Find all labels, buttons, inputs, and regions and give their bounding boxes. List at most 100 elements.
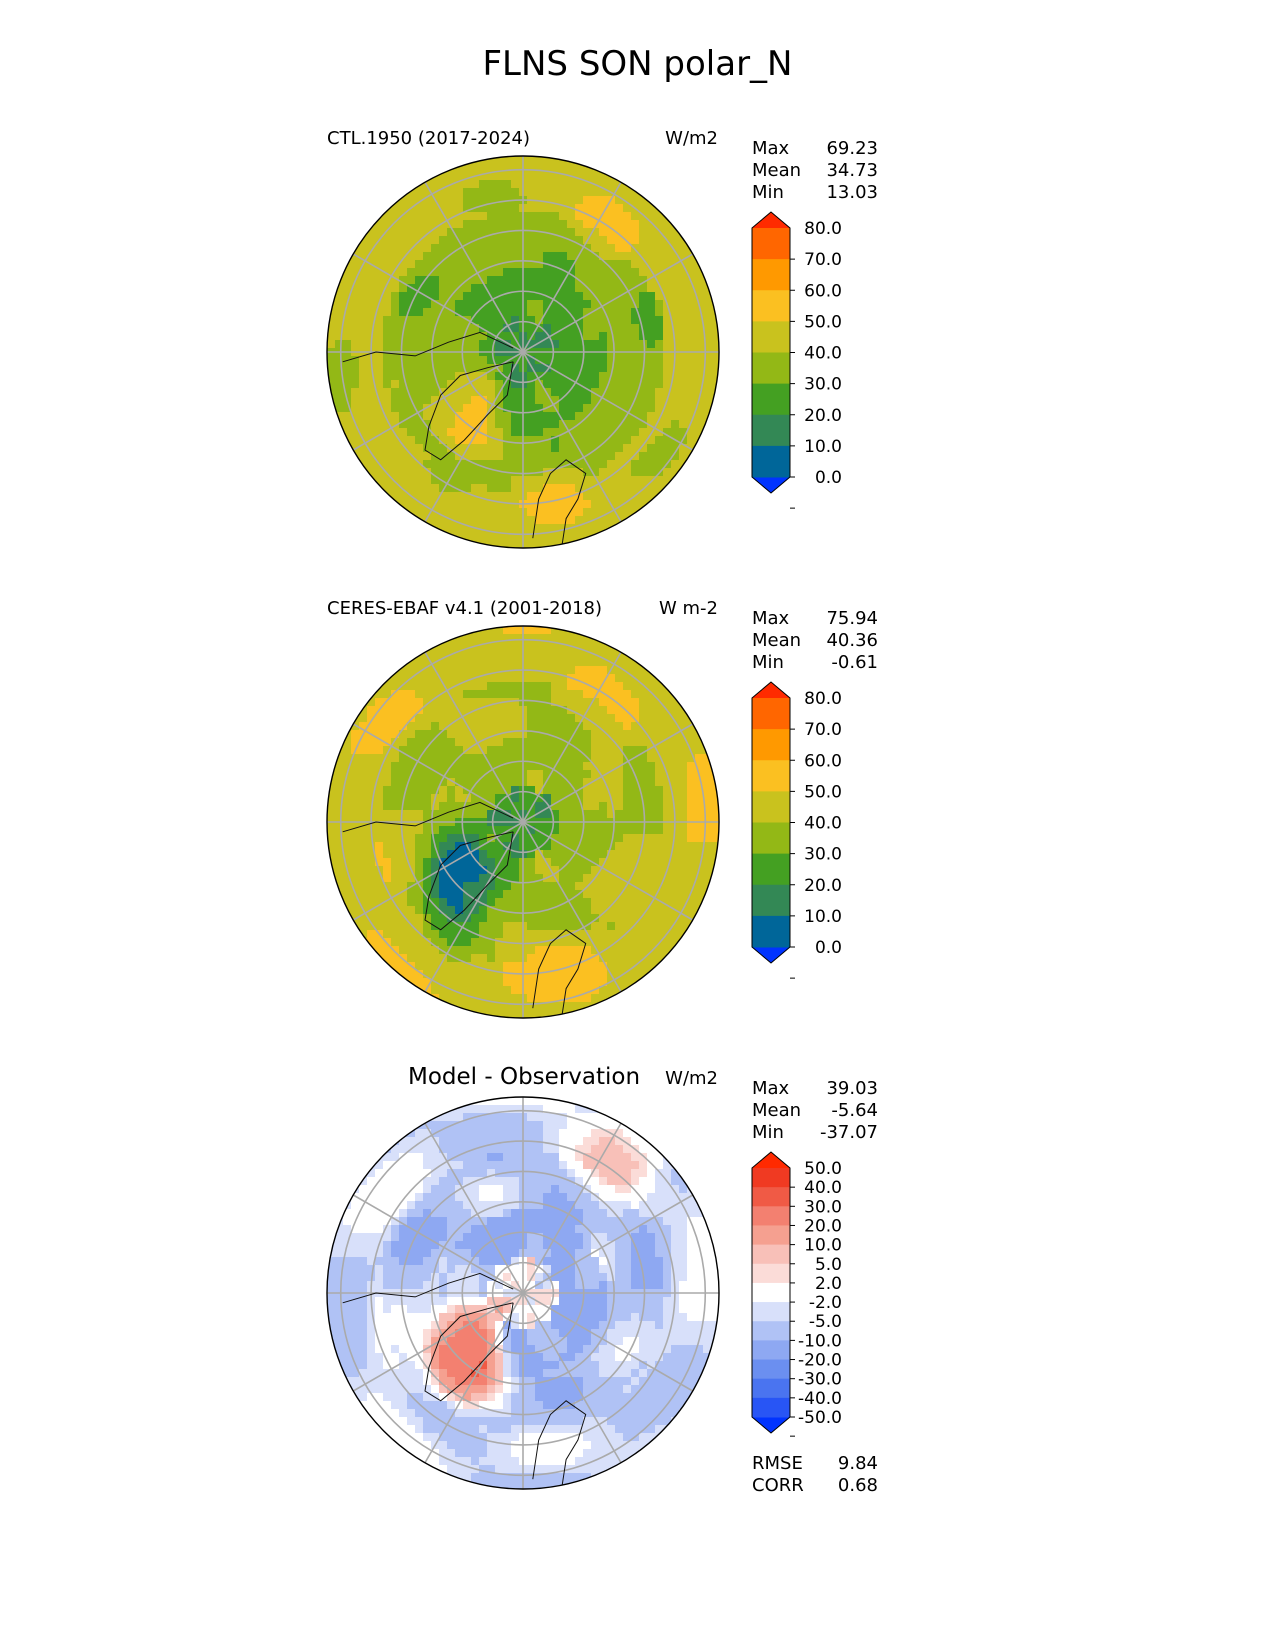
field-cell [447, 508, 456, 517]
field-cell [455, 260, 464, 269]
field-cell [559, 930, 568, 939]
colorbar-tick-label: 20.0 [804, 876, 842, 896]
field-cell [471, 634, 480, 643]
field-cell [647, 484, 656, 493]
field-cell [631, 786, 640, 795]
field-cell [399, 874, 408, 883]
field-cell [687, 722, 696, 731]
field-cell [663, 890, 672, 899]
field-cell [439, 898, 448, 907]
field-cell [327, 802, 336, 811]
field-cell [607, 1201, 616, 1210]
field-cell [351, 436, 360, 445]
field-cell [607, 1145, 616, 1154]
field-cell [503, 754, 512, 763]
field-cell [647, 364, 656, 373]
field-cell [551, 508, 560, 517]
field-cell [359, 1257, 368, 1266]
field-cell [551, 866, 560, 875]
field-cell [599, 1209, 608, 1218]
field-cell [343, 858, 352, 867]
field-cell [479, 754, 488, 763]
field-cell [551, 428, 560, 437]
field-cell [623, 228, 632, 237]
field-cell [631, 970, 640, 979]
field-cell [599, 236, 608, 245]
field-cell [655, 786, 664, 795]
field-cell [423, 946, 432, 955]
field-cell [447, 452, 456, 461]
field-cell [399, 930, 408, 939]
field-cell [463, 1153, 472, 1162]
field-cell [495, 1193, 504, 1202]
field-cell [439, 1129, 448, 1138]
field-cell [607, 252, 616, 261]
field-cell [663, 794, 672, 803]
field-cell [471, 946, 480, 955]
field-cell [559, 300, 568, 309]
field-cell [503, 1209, 512, 1218]
field-cell [359, 762, 368, 771]
field-cell [623, 1169, 632, 1178]
field-cell [487, 332, 496, 341]
field-cell [399, 674, 408, 683]
field-cell [511, 986, 520, 995]
field-cell [583, 372, 592, 381]
field-cell [647, 842, 656, 851]
field-cell [439, 236, 448, 245]
field-cell [439, 970, 448, 979]
field-cell [647, 452, 656, 461]
field-cell [575, 1185, 584, 1194]
field-cell [351, 412, 360, 421]
colorbar-tick-label: 60.0 [804, 751, 842, 771]
field-cell [399, 762, 408, 771]
field-cell [647, 412, 656, 421]
field-cell [511, 364, 520, 373]
field-cell [607, 962, 616, 971]
field-cell [559, 986, 568, 995]
field-cell [367, 866, 376, 875]
field-cell [527, 484, 536, 493]
field-cell [367, 874, 376, 883]
field-cell [623, 802, 632, 811]
field-cell [391, 220, 400, 229]
field-cell [431, 436, 440, 445]
field-cell [471, 284, 480, 293]
field-cell [383, 1161, 392, 1170]
field-cell [551, 444, 560, 453]
field-cell [447, 340, 456, 349]
field-cell [463, 1137, 472, 1146]
field-cell [415, 228, 424, 237]
field-cell [415, 938, 424, 947]
field-cell [559, 802, 568, 811]
field-cell [447, 1113, 456, 1122]
field-cell [391, 468, 400, 477]
field-cell [343, 1217, 352, 1226]
field-cell [431, 364, 440, 373]
field-cell [455, 1249, 464, 1258]
field-cell [487, 468, 496, 477]
field-cell [663, 1233, 672, 1242]
field-cell [575, 930, 584, 939]
field-cell [607, 1209, 616, 1218]
field-cell [479, 284, 488, 293]
field-cell [471, 1257, 480, 1266]
field-cell [623, 1193, 632, 1202]
field-cell [623, 826, 632, 835]
field-cell [479, 866, 488, 875]
field-cell [359, 452, 368, 461]
field-cell [703, 858, 712, 867]
field-cell [655, 388, 664, 397]
field-cell [471, 890, 480, 899]
field-cell [703, 324, 712, 333]
field-cell [399, 1153, 408, 1162]
colorbar-bin [752, 383, 790, 416]
field-cell [407, 650, 416, 659]
field-cell [567, 730, 576, 739]
field-cell [663, 356, 672, 365]
field-cell [407, 292, 416, 301]
field-cell [655, 698, 664, 707]
field-cell [511, 954, 520, 963]
field-cell [695, 1249, 704, 1258]
field-cell [511, 1225, 520, 1234]
